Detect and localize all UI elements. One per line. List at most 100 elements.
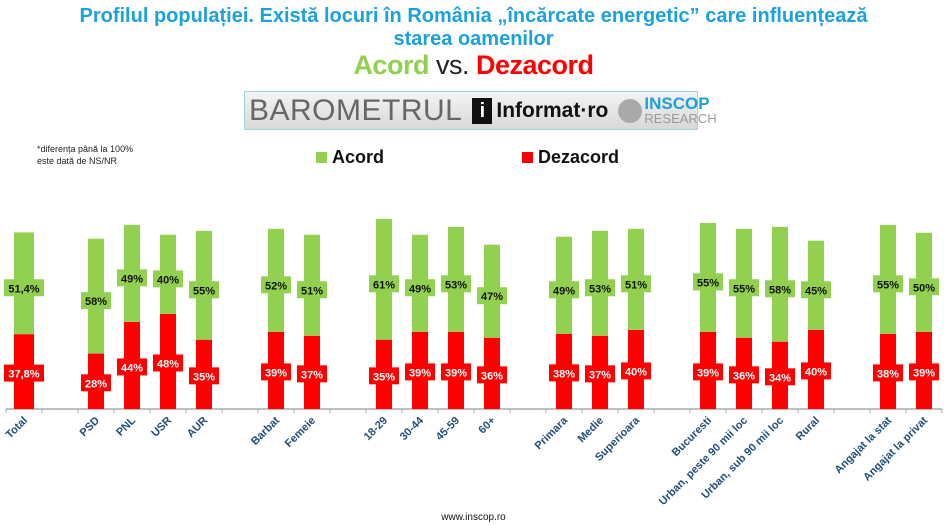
inscop-logo: INSCOP RESEARCH: [618, 94, 717, 126]
data-label-bg-dezacord: [909, 363, 939, 381]
category-label: Barbat: [249, 414, 282, 447]
category-label: 60+: [476, 415, 498, 437]
data-label-dezacord: 35%: [193, 371, 215, 383]
data-label-dezacord: 39%: [265, 367, 287, 379]
data-label-dezacord: 37%: [301, 369, 323, 381]
category-label: PNL: [114, 414, 138, 438]
data-label-acord: 40%: [157, 274, 179, 286]
data-label-bg-dezacord: [153, 354, 183, 372]
category-label: Rural: [794, 415, 822, 443]
data-label-dezacord: 37%: [589, 369, 611, 381]
data-label-acord: 58%: [85, 296, 107, 308]
data-label-bg-acord: [549, 281, 579, 299]
inscop-circle-icon: [618, 98, 643, 123]
data-label-acord: 50%: [913, 282, 935, 294]
category-label: PSD: [78, 415, 103, 440]
data-label-bg-acord: [729, 279, 759, 297]
data-label-bg-dezacord: [369, 367, 399, 385]
data-label-acord: 51,4%: [8, 283, 39, 295]
data-label-bg-acord: [693, 273, 723, 291]
data-label-acord: 49%: [121, 273, 143, 285]
data-label-bg-dezacord: [4, 364, 44, 382]
data-label-bg-dezacord: [441, 363, 471, 381]
data-label-acord: 49%: [409, 283, 431, 295]
footnote-line-1: *diferența până la 100%: [37, 144, 134, 154]
category-label: 18-29: [362, 415, 390, 443]
data-label-bg-acord: [585, 279, 615, 297]
data-label-bg-dezacord: [477, 366, 507, 384]
category-label: AUR: [185, 415, 210, 440]
data-label-dezacord: 48%: [157, 358, 179, 370]
data-label-bg-acord: [441, 275, 471, 293]
data-label-dezacord: 44%: [121, 362, 143, 374]
data-label-bg-dezacord: [189, 367, 219, 385]
category-label: USR: [149, 415, 174, 440]
data-label-acord: 53%: [445, 279, 467, 291]
legend-swatch-dezacord: [522, 152, 533, 163]
data-label-bg-dezacord: [81, 374, 111, 392]
data-label-acord: 51%: [625, 279, 647, 291]
title-line-1: Profilul populației. Există locuri în Ro…: [79, 5, 868, 27]
category-label: Total: [4, 415, 30, 441]
data-label-dezacord: 40%: [625, 366, 647, 378]
legend-label-dezacord: Dezacord: [538, 147, 620, 167]
data-label-bg-acord: [873, 275, 903, 293]
category-label: Medie: [576, 415, 607, 446]
data-label-acord: 55%: [733, 283, 755, 295]
data-label-bg-acord: [81, 292, 111, 310]
data-label-bg-dezacord: [549, 364, 579, 382]
data-label-bg-dezacord: [729, 366, 759, 384]
inscop-text: INSCOP: [644, 94, 710, 113]
subtitle-dezacord: Dezacord: [476, 50, 594, 80]
data-label-bg-acord: [189, 281, 219, 299]
data-label-dezacord: 38%: [877, 368, 899, 380]
category-label: Femeie: [283, 415, 318, 450]
data-label-bg-dezacord: [801, 362, 831, 380]
data-label-bg-dezacord: [405, 363, 435, 381]
informat-logo: i Informat·ro: [472, 97, 609, 124]
data-label-acord: 52%: [265, 280, 287, 292]
category-label: Angajat la privat: [861, 414, 930, 483]
data-label-acord: 58%: [769, 284, 791, 296]
data-label-dezacord: 35%: [373, 371, 395, 383]
legend-item-dezacord: Dezacord: [522, 147, 619, 168]
data-label-bg-dezacord: [297, 365, 327, 383]
data-label-bg-dezacord: [261, 363, 291, 381]
data-label-acord: 49%: [553, 285, 575, 297]
data-label-bg-dezacord: [585, 365, 615, 383]
data-label-bg-dezacord: [621, 362, 651, 380]
data-label-dezacord: 37,8%: [8, 369, 39, 381]
data-label-acord: 53%: [589, 283, 611, 295]
data-label-acord: 45%: [805, 285, 827, 297]
data-label-acord: 61%: [373, 279, 395, 291]
chart-title: Profilul populației. Există locuri în Ro…: [0, 5, 947, 51]
data-label-acord: 47%: [481, 291, 503, 303]
data-label-dezacord: 39%: [697, 367, 719, 379]
data-label-bg-acord: [153, 270, 183, 288]
data-label-bg-dezacord: [765, 368, 795, 386]
data-label-dezacord: 36%: [733, 370, 755, 382]
data-label-bg-dezacord: [873, 364, 903, 382]
data-label-bg-acord: [4, 279, 44, 297]
subtitle-acord: Acord: [353, 50, 429, 80]
data-label-dezacord: 36%: [481, 370, 503, 382]
data-label-dezacord: 28%: [85, 378, 107, 390]
informat-i-icon: i: [472, 97, 493, 124]
barometrul-logo: BAROMETRUL: [249, 93, 463, 127]
data-label-bg-acord: [909, 278, 939, 296]
informat-text: Informat·ro: [496, 98, 609, 122]
data-label-acord: 55%: [193, 285, 215, 297]
footer-url: www.inscop.ro: [441, 512, 506, 523]
data-label-dezacord: 39%: [409, 367, 431, 379]
data-label-bg-acord: [621, 275, 651, 293]
category-label: Primara: [533, 414, 571, 452]
data-label-bg-acord: [801, 281, 831, 299]
chart-subtitle: Acord vs. Dezacord: [0, 50, 947, 81]
category-label: 45-59: [434, 415, 462, 443]
data-label-acord: 55%: [877, 279, 899, 291]
title-line-2: starea oamenilor: [393, 28, 554, 50]
research-text: RESEARCH: [644, 111, 717, 126]
data-label-dezacord: 39%: [913, 367, 935, 379]
data-label-bg-dezacord: [693, 363, 723, 381]
